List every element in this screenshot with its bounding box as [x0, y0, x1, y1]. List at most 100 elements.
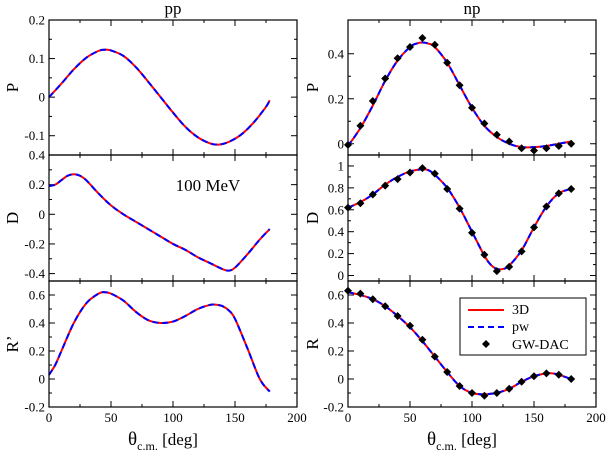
data-point-np-R — [480, 391, 489, 400]
ytick-label-np-P: 0.4 — [328, 46, 345, 61]
ytick-label-np-R: 0.4 — [328, 316, 345, 331]
ytick-label-pp-P: 0.1 — [29, 51, 45, 66]
data-point-np-R — [455, 382, 464, 390]
curve-3d-pp-P — [48, 48, 271, 146]
ylabel-np-R: R — [303, 338, 322, 350]
data-point-np-P — [356, 121, 365, 130]
data-point-np-R — [430, 352, 439, 361]
data-point-np-P — [393, 54, 402, 63]
ylabel-np-D: D — [303, 212, 322, 224]
curve-pw-pp-D — [48, 173, 271, 272]
ytick-label-np-D: 1 — [338, 158, 345, 173]
data-point-np-D — [517, 247, 526, 256]
data-point-np-P — [443, 58, 452, 67]
ytick-label-pp-R: 0.6 — [29, 288, 46, 303]
panel-frame-pp-P — [48, 19, 298, 156]
data-point-np-R — [542, 369, 551, 378]
ylabel-pp-R: R’ — [3, 336, 22, 353]
curve-3d-np-P — [347, 41, 572, 149]
ytick-label-np-R: 0 — [338, 372, 345, 387]
data-point-np-R — [368, 295, 377, 304]
legend-label-gwdac: GW-DAC — [512, 338, 569, 353]
data-point-np-D — [418, 164, 427, 173]
xtick-label-pp: 0 — [46, 410, 53, 425]
data-point-np-D — [554, 189, 563, 198]
ylabel-np-P: P — [303, 83, 322, 92]
xlabel-theta: θ — [427, 429, 436, 450]
data-point-np-P — [368, 97, 377, 105]
data-point-np-R — [517, 377, 526, 386]
xtick-label-pp: 100 — [163, 410, 183, 425]
panel-frame-pp-R — [48, 280, 298, 408]
data-point-np-D — [505, 262, 514, 271]
xtick-label-np: 150 — [524, 410, 544, 425]
data-point-np-R — [530, 372, 538, 381]
data-point-np-D — [455, 204, 464, 213]
data-point-np-R — [381, 302, 390, 311]
legend-label-pw: pw — [512, 320, 530, 335]
ytick-label-pp-D: -0.4 — [24, 266, 45, 281]
panel-frame-pp-D — [48, 154, 298, 282]
xtick-label-np: 200 — [586, 410, 606, 425]
xtick-label-pp: 200 — [287, 410, 307, 425]
data-point-np-P — [542, 144, 551, 153]
data-point-np-D — [443, 184, 452, 193]
xlabel-pp: θc.m. [deg] — [128, 429, 198, 453]
ylabel-pp-D: D — [3, 212, 22, 224]
ytick-label-np-P: 0 — [338, 136, 345, 151]
data-point-np-D — [492, 267, 501, 276]
data-point-np-D — [393, 175, 402, 184]
ytick-label-pp-R: -0.2 — [24, 400, 45, 415]
xtick-label-np: 0 — [345, 410, 352, 425]
ytick-label-pp-D: 0.4 — [29, 148, 46, 163]
xlabel-subscript: c.m. — [436, 439, 457, 453]
ytick-label-np-R: 0.2 — [328, 344, 344, 359]
data-point-np-R — [356, 289, 365, 298]
data-point-np-P — [480, 119, 489, 128]
data-point-np-D — [530, 223, 538, 232]
xtick-label-pp: 50 — [105, 410, 118, 425]
data-point-np-P — [492, 130, 501, 139]
ytick-label-pp-P: 0 — [39, 90, 46, 105]
ytick-label-np-D: 0.4 — [328, 224, 345, 239]
ytick-label-np-D: 0 — [338, 268, 345, 283]
data-point-np-D — [542, 202, 551, 211]
data-point-np-D — [356, 199, 365, 208]
xlabel-np: θc.m. [deg] — [427, 429, 497, 453]
ytick-label-pp-D: -0.2 — [24, 236, 45, 251]
data-point-np-P — [517, 144, 526, 153]
curve-pw-np-P — [347, 41, 572, 149]
curve-pw-np-D — [347, 168, 572, 271]
data-point-np-P — [430, 40, 439, 49]
ytick-label-pp-D: 0.2 — [29, 177, 45, 192]
ytick-label-pp-P: -0.1 — [24, 128, 45, 143]
xtick-label-np: 100 — [462, 410, 482, 425]
data-point-np-P — [406, 43, 414, 51]
data-point-np-P — [554, 142, 563, 150]
data-point-np-P — [505, 137, 514, 146]
curve-3d-pp-R — [48, 291, 271, 393]
data-point-np-D — [480, 250, 489, 259]
panel-frame-np-P — [347, 19, 597, 156]
data-point-np-D — [430, 169, 439, 178]
data-point-np-D — [381, 181, 390, 190]
ytick-label-np-D: 0.8 — [328, 180, 344, 195]
ytick-label-pp-R: 0.2 — [29, 344, 45, 359]
data-point-np-P — [381, 74, 390, 83]
energy-annotation: 100 MeV — [176, 176, 241, 195]
xtick-label-pp: 150 — [225, 410, 245, 425]
data-point-np-R — [492, 389, 501, 397]
data-point-np-R — [406, 321, 414, 330]
legend-label-3d: 3D — [512, 303, 529, 318]
column-title-pp: pp — [165, 0, 182, 18]
xlabel-unit: [deg] — [158, 430, 198, 449]
ytick-label-np-R: -0.2 — [323, 400, 344, 415]
data-point-np-R — [554, 370, 563, 379]
ylabel-pp-P: P — [3, 83, 22, 92]
data-point-np-R — [567, 375, 576, 383]
data-point-np-P — [455, 81, 464, 90]
data-point-np-R — [393, 312, 402, 320]
ytick-label-np-D: 0.6 — [328, 202, 345, 217]
data-point-np-R — [418, 335, 427, 344]
ytick-label-pp-R: 0 — [39, 372, 46, 387]
